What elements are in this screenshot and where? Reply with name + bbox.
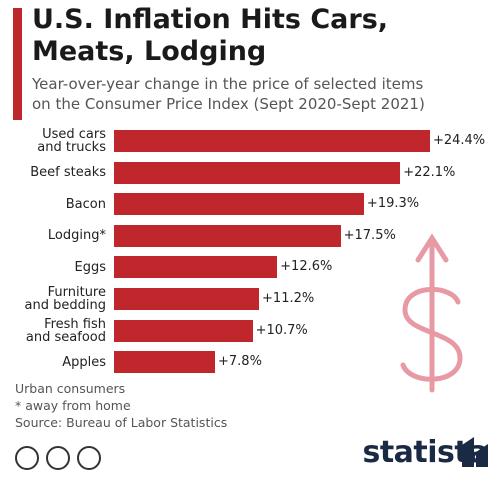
value-label: +17.5% bbox=[343, 227, 396, 243]
note: * away from home bbox=[15, 398, 131, 413]
brand: statista bbox=[362, 435, 488, 470]
bar bbox=[114, 319, 253, 342]
note: Urban consumers bbox=[15, 381, 126, 396]
category-text: Furniture and bedding bbox=[24, 285, 106, 313]
category-label: Bacon bbox=[14, 189, 106, 219]
category-label: Lodging* bbox=[14, 221, 106, 251]
value-label: +10.7% bbox=[255, 322, 308, 338]
brand-mark bbox=[462, 437, 488, 467]
category-text: Apples bbox=[62, 354, 106, 370]
value-label: +12.6% bbox=[280, 259, 333, 275]
category-label: Fresh fish and seafood bbox=[14, 316, 106, 346]
chart-title: U.S. Inflation Hits Cars, Meats, Lodging bbox=[32, 4, 389, 67]
bar bbox=[114, 193, 364, 216]
category-text: Fresh fish and seafood bbox=[25, 316, 106, 345]
value-label: +11.2% bbox=[262, 291, 315, 306]
category-label: Furniture and bedding bbox=[14, 284, 106, 314]
notes: Urban consumers * away from home Source:… bbox=[15, 380, 227, 431]
value-label: +24.4% bbox=[432, 133, 486, 148]
category-text: Used cars and trucks bbox=[37, 127, 106, 155]
bar bbox=[114, 161, 401, 184]
chart-subtitle: Year-over-year change in the price of se… bbox=[32, 75, 425, 113]
bar bbox=[114, 256, 278, 279]
title-accent bbox=[13, 8, 22, 120]
dollar-icon bbox=[400, 233, 463, 393]
category-label: Beef steaks bbox=[14, 158, 106, 188]
source: Source: Bureau of Labor Statistics bbox=[15, 415, 228, 430]
category-label: Apples bbox=[14, 347, 106, 377]
category-label: Used cars and trucks bbox=[14, 126, 106, 156]
category-text: Beef steaks bbox=[30, 165, 106, 181]
bar bbox=[114, 224, 341, 247]
category-text: Eggs bbox=[74, 259, 107, 275]
value-label: +7.8% bbox=[218, 354, 262, 370]
category-label: Eggs bbox=[14, 252, 107, 282]
category-text: Bacon bbox=[65, 196, 106, 212]
bar bbox=[114, 288, 260, 310]
value-label: +19.3% bbox=[366, 196, 420, 212]
license-icons bbox=[15, 446, 101, 470]
category-text: Lodging* bbox=[47, 228, 106, 244]
bar bbox=[114, 351, 215, 374]
bar bbox=[114, 130, 430, 152]
value-label: +22.1% bbox=[403, 164, 456, 180]
